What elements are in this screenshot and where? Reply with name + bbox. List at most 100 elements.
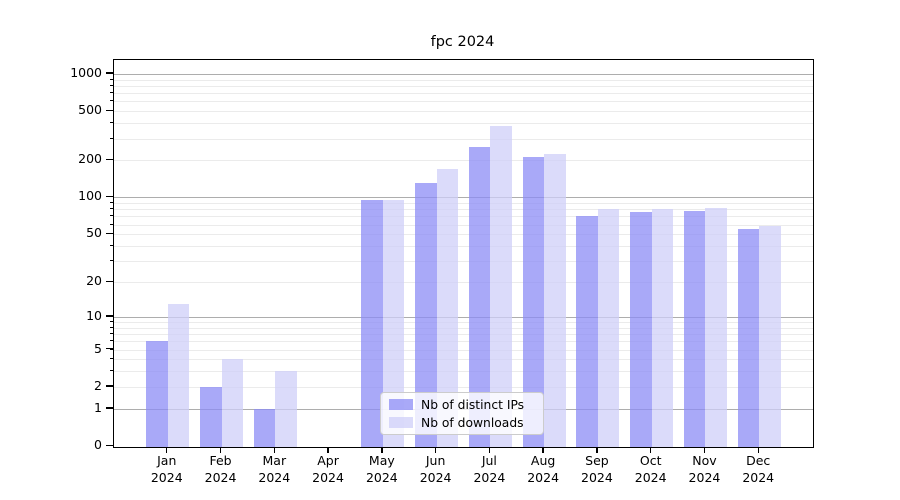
legend-swatch-distinct-ips (389, 399, 413, 410)
x-tick-label-mar: Mar 2024 (258, 453, 291, 485)
y-minortick-900 (109, 78, 113, 80)
legend-swatch-downloads (389, 417, 413, 428)
x-tick-dec (757, 447, 759, 453)
y-minortick-700 (109, 92, 113, 94)
bar-downloads-mar (275, 371, 297, 447)
y-tick-label-200: 200 (78, 151, 102, 167)
bar-distinct-ips-jun (415, 183, 437, 447)
bar-distinct-ips-sep (576, 216, 598, 447)
y-minortick-800 (109, 84, 113, 86)
gridline-50 (114, 234, 813, 236)
gridline-70 (114, 216, 813, 218)
gridline-20 (114, 282, 813, 284)
x-tick-label-sep: Sep 2024 (581, 453, 613, 485)
gridline-30 (114, 261, 813, 263)
y-minortick-3 (109, 370, 113, 372)
y-minortick-5 (109, 348, 113, 350)
y-tick-label-20: 20 (86, 273, 102, 289)
bar-distinct-ips-oct (630, 212, 652, 447)
y-minortick-600 (109, 100, 113, 102)
x-tick-label-jan: Jan 2024 (150, 453, 183, 485)
y-minortick-40 (109, 245, 113, 246)
bar-downloads-oct (651, 209, 674, 447)
gridline-500 (114, 111, 813, 113)
x-tick-may (381, 447, 383, 453)
x-tick-label-dec: Dec 2024 (742, 453, 775, 485)
gridline-7 (114, 334, 813, 336)
y-minortick-200 (109, 159, 113, 161)
y-tick-1000 (106, 72, 113, 74)
bar-distinct-ips-aug (522, 156, 545, 447)
y-minortick-70 (109, 215, 113, 217)
y-tick-label-1: 1 (94, 399, 102, 415)
y-tick-10 (106, 315, 113, 317)
gridline-5 (114, 349, 813, 351)
x-tick-label-nov: Nov 2024 (688, 453, 721, 485)
bar-downloads-may (382, 200, 405, 447)
gridline-900 (114, 79, 813, 81)
x-tick-apr (327, 447, 329, 453)
x-tick-aug (542, 447, 544, 453)
gridline-600 (114, 101, 813, 103)
gridline-800 (114, 85, 813, 87)
gridline-80 (114, 209, 813, 211)
bar-distinct-ips-dec (737, 229, 760, 447)
plot-area: Nb of distinct IPs Nb of downloads (113, 59, 814, 448)
x-tick-label-jun: Jun 2024 (419, 453, 452, 485)
bar-distinct-ips-mar (253, 408, 276, 447)
gridline-9 (114, 322, 813, 323)
y-tick-1 (106, 407, 113, 409)
x-tick-oct (649, 447, 652, 453)
bar-downloads-jul (490, 125, 512, 447)
legend-label-downloads: Nb of downloads (421, 415, 524, 430)
y-tick-label-5: 5 (94, 340, 102, 356)
bar-distinct-ips-jan (146, 341, 168, 447)
gridline-2 (114, 386, 813, 388)
bar-distinct-ips-feb (200, 386, 222, 447)
y-minortick-500 (109, 110, 113, 112)
gridline-100 (114, 197, 813, 199)
y-tick-label-10: 10 (86, 307, 102, 323)
y-minortick-300 (109, 137, 113, 139)
bar-downloads-nov (705, 208, 727, 447)
y-tick-0 (106, 444, 113, 446)
y-minortick-90 (109, 202, 113, 204)
y-tick-label-100: 100 (78, 188, 102, 204)
y-minortick-50 (109, 233, 113, 235)
bar-downloads-aug (544, 154, 566, 447)
y-tick-label-1000: 1000 (70, 64, 102, 80)
gridline-4 (114, 359, 813, 361)
bar-distinct-ips-may (361, 200, 383, 447)
x-tick-mar (273, 447, 275, 453)
gridline-8 (114, 327, 813, 329)
x-tick-jan (166, 447, 168, 453)
gridline-3 (114, 371, 813, 373)
gridline-10 (114, 316, 813, 318)
gridline-6 (114, 341, 813, 343)
y-minortick-8 (109, 326, 113, 328)
bar-downloads-jan (167, 303, 190, 447)
y-minortick-4 (109, 358, 113, 360)
x-tick-sep (596, 447, 598, 453)
x-tick-feb (219, 447, 222, 453)
y-minortick-20 (109, 281, 113, 283)
bar-downloads-feb (221, 359, 244, 447)
legend-label-distinct-ips: Nb of distinct IPs (421, 397, 525, 412)
y-minortick-400 (109, 122, 113, 124)
gridline-90 (114, 203, 813, 205)
bar-distinct-ips-jul (468, 147, 491, 447)
y-minortick-6 (109, 340, 113, 342)
y-minortick-2 (109, 385, 113, 387)
y-minortick-9 (109, 321, 113, 322)
y-tick-label-2: 2 (94, 377, 102, 393)
x-tick-jun (434, 447, 437, 453)
gridline-300 (114, 138, 813, 140)
x-tick-jul (488, 447, 491, 453)
gridline-60 (114, 224, 813, 226)
x-tick-label-jul: Jul 2024 (473, 453, 506, 485)
x-tick-nov (703, 447, 706, 453)
y-tick-label-50: 50 (86, 225, 102, 241)
bar-downloads-dec (759, 226, 781, 447)
gridline-40 (114, 246, 813, 247)
y-tick-label-500: 500 (78, 102, 102, 118)
